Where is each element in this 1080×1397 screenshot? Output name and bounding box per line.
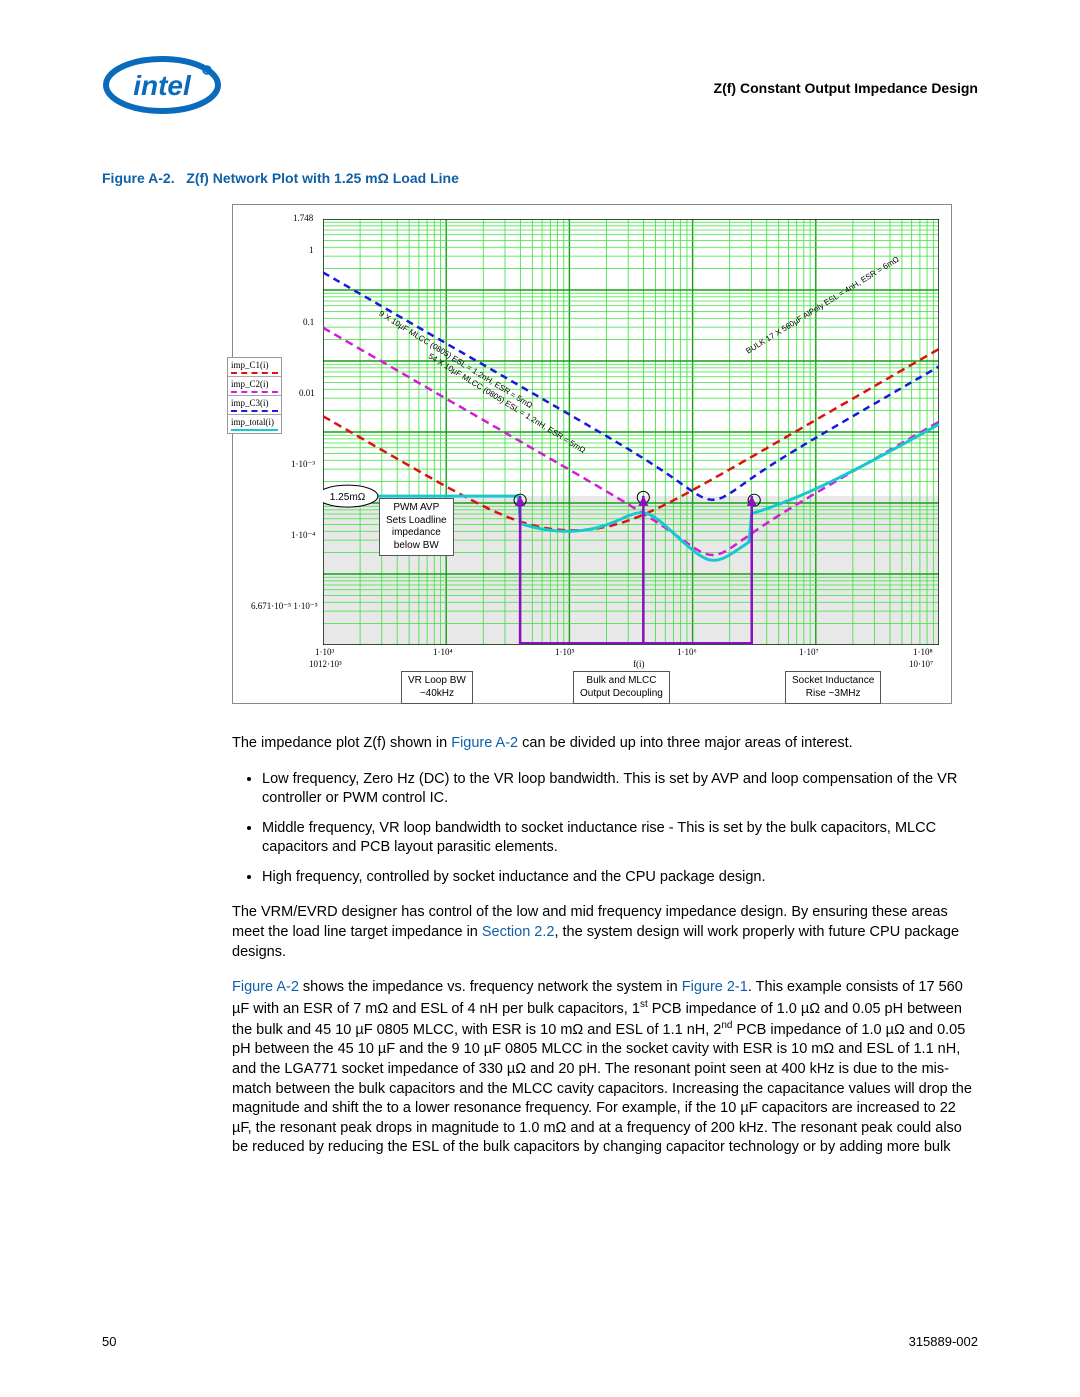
legend-label: imp_C1(i): [231, 360, 269, 370]
figure-caption: Figure A-2. Z(f) Network Plot with 1.25 …: [102, 170, 978, 186]
link-figure-a2[interactable]: Figure A-2: [232, 979, 299, 995]
legend-item: imp_C2(i): [228, 377, 281, 396]
page-footer: 50 315889-002: [102, 1334, 978, 1349]
link-figure-2-1[interactable]: Figure 2-1: [682, 979, 748, 995]
x-tick: 1·10⁵: [555, 647, 575, 657]
y-max-label: 1.748: [293, 213, 313, 223]
note-pwm: PWM AVPSets Loadlineimpedancebelow BW: [379, 498, 454, 556]
note-bulk-mlcc: Bulk and MLCCOutput Decoupling: [573, 671, 670, 704]
plot-area: 1.25mΩ 9 X 10µF MLCC (0805) ESL = 1.2nH, …: [323, 219, 939, 645]
svg-text:1.25mΩ: 1.25mΩ: [330, 492, 366, 503]
link-section-2-2[interactable]: Section 2.2: [482, 924, 555, 940]
plot-legend: imp_C1(i) imp_C2(i) imp_C3(i) imp_total(…: [227, 357, 282, 434]
svg-text:54 X 10µF MLCC (0805) ESL = 1.: 54 X 10µF MLCC (0805) ESL = 1.2nH, ESR =…: [427, 352, 588, 455]
y-tick: 1·10⁻⁴: [291, 530, 315, 541]
impedance-plot: 1.25mΩ 9 X 10µF MLCC (0805) ESL = 1.2nH, …: [232, 204, 952, 704]
svg-text:R: R: [205, 69, 209, 75]
y-tick: 1: [309, 245, 314, 255]
x-tick: 1·10⁸: [913, 647, 933, 657]
legend-label: imp_C2(i): [231, 379, 269, 389]
x-tick: 1·10³: [315, 647, 334, 657]
intel-logo: intel R: [102, 55, 222, 120]
paragraph-2: The VRM/EVRD designer has control of the…: [232, 903, 972, 962]
x-axis-label: f(i): [633, 659, 645, 669]
list-item: Low frequency, Zero Hz (DC) to the VR lo…: [262, 770, 962, 809]
bullet-list: Low frequency, Zero Hz (DC) to the VR lo…: [262, 770, 962, 888]
document-number: 315889-002: [909, 1334, 978, 1349]
x-tick: 1·10⁷: [799, 647, 819, 657]
x-min-label: 1012·10³: [309, 659, 342, 669]
legend-item: imp_total(i): [228, 415, 281, 433]
y-tick: 0.01: [299, 388, 315, 398]
page-header: intel R Z(f) Constant Output Impedance D…: [102, 55, 978, 120]
paragraph-1: The impedance plot Z(f) shown in Figure …: [232, 734, 972, 754]
y-tick: 0.1: [303, 317, 314, 327]
list-item: High frequency, controlled by socket ind…: [262, 868, 962, 888]
y-tick: 1·10⁻³: [291, 459, 315, 470]
x-max-label: 10·10⁷: [909, 659, 933, 669]
legend-item: imp_C3(i): [228, 396, 281, 415]
link-figure-a2[interactable]: Figure A-2: [451, 735, 518, 751]
figure-title: Z(f) Network Plot with 1.25 mΩ Load Line: [186, 170, 459, 186]
svg-text:intel: intel: [133, 70, 192, 101]
x-tick: 1·10⁴: [433, 647, 453, 657]
svg-text:9 X 10µF MLCC (0805) ESL = 1.2: 9 X 10µF MLCC (0805) ESL = 1.2nH, ESR = …: [377, 309, 534, 410]
note-socket: Socket InductanceRise ~3MHz: [785, 671, 881, 704]
y-tick: 6.671·10⁻⁵ 1·10⁻⁵: [251, 601, 318, 612]
legend-item: imp_C1(i): [228, 358, 281, 377]
page-content: intel R Z(f) Constant Output Impedance D…: [102, 55, 978, 1174]
header-section-title: Z(f) Constant Output Impedance Design: [714, 80, 978, 96]
x-tick: 1·10⁶: [677, 647, 697, 657]
page-number: 50: [102, 1334, 116, 1349]
list-item: Middle frequency, VR loop bandwidth to s…: [262, 819, 962, 858]
legend-label: imp_C3(i): [231, 398, 269, 408]
paragraph-3: Figure A-2 shows the impedance vs. frequ…: [232, 978, 972, 1158]
svg-text:BULK 17 X 560µF AlPoly ESL = 4: BULK 17 X 560µF AlPoly ESL = 4nH, ESR = …: [744, 255, 900, 356]
note-vr-loop: VR Loop BW~40kHz: [401, 671, 473, 704]
figure-number: Figure A-2.: [102, 170, 175, 186]
legend-label: imp_total(i): [231, 417, 274, 427]
